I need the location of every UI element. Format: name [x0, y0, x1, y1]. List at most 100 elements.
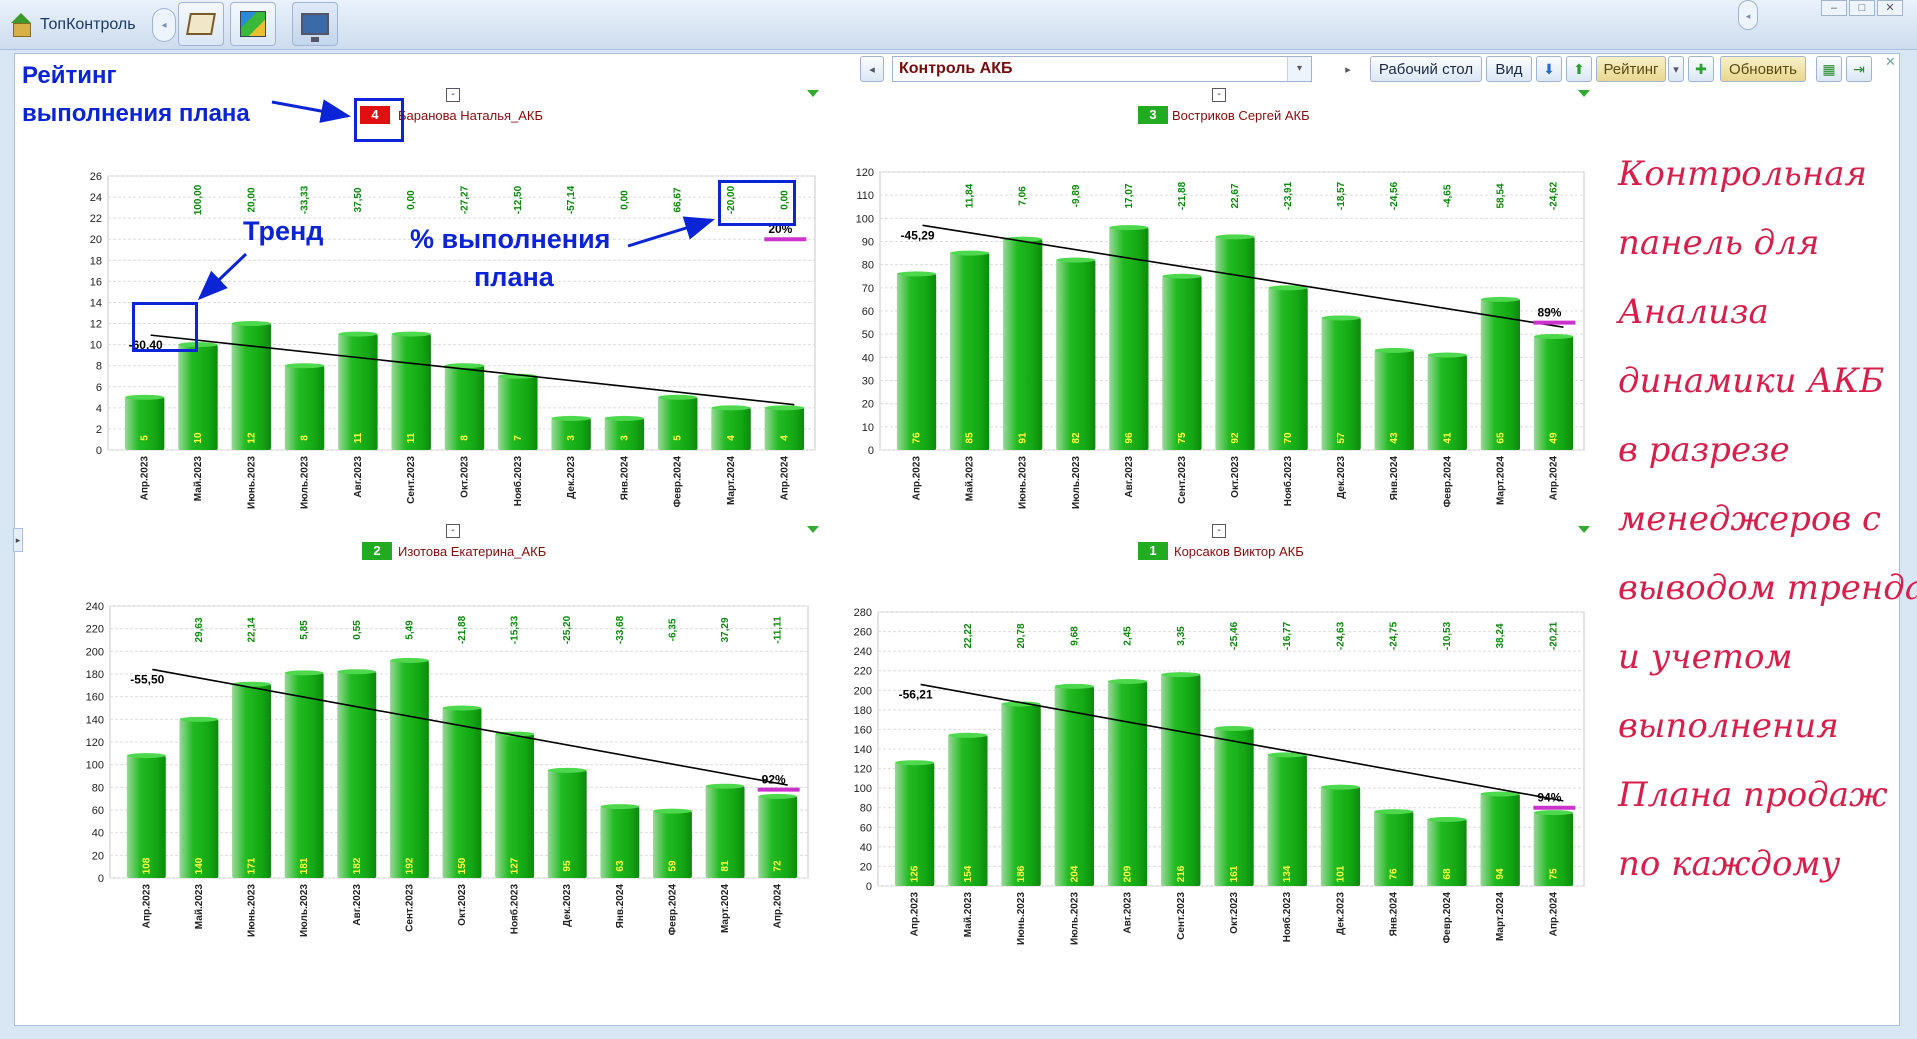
- growth-label: -24,63: [1335, 621, 1346, 650]
- maximize-button[interactable]: □: [1849, 0, 1875, 16]
- data-label: 3: [566, 435, 577, 441]
- y-tick-label: 200: [854, 685, 872, 697]
- app-title[interactable]: ТопКонтроль: [8, 12, 136, 38]
- growth-label: 66,67: [673, 187, 684, 212]
- manager-panel-header: - 3 Востриков Сергей АКБ: [848, 88, 1590, 128]
- panel-close-icon[interactable]: ✕: [1885, 54, 1896, 69]
- collapse-panel-button[interactable]: -: [1212, 88, 1226, 102]
- rating-button[interactable]: Рейтинг: [1596, 56, 1666, 82]
- bar-cap: [658, 394, 698, 400]
- minimize-button[interactable]: ‒: [1821, 0, 1847, 16]
- y-tick-label: 0: [866, 881, 872, 893]
- report-select[interactable]: Контроль АКБ ▾: [892, 56, 1312, 82]
- desktop-button[interactable]: Рабочий стол: [1370, 56, 1482, 82]
- bar-cap: [179, 716, 219, 722]
- report-select-value: Контроль АКБ: [899, 60, 1013, 77]
- bar: [1056, 260, 1096, 450]
- refresh-button[interactable]: Обновить: [1720, 56, 1806, 82]
- collapse-panel-button[interactable]: -: [1212, 524, 1226, 538]
- x-tick-label: Апр.2024: [1548, 892, 1559, 937]
- monitor-app-button[interactable]: [292, 2, 338, 46]
- handwritten-line: Контрольная: [1618, 154, 1867, 194]
- y-tick-label: 60: [92, 805, 104, 817]
- data-label: 5: [673, 435, 684, 441]
- rating-dropdown-icon[interactable]: ▾: [1668, 56, 1684, 82]
- app-title-label: ТопКонтроль: [40, 16, 136, 33]
- chevron-down-icon[interactable]: ▾: [1287, 57, 1311, 81]
- y-tick-label: 70: [862, 283, 874, 295]
- x-tick-label: Февр.2024: [1442, 892, 1453, 944]
- manager-name: Корсаков Виктор АКБ: [1174, 544, 1304, 559]
- bar-cap: [284, 670, 324, 676]
- x-tick-label: Окт.2023: [1229, 892, 1240, 934]
- panel-menu-icon[interactable]: [1578, 90, 1590, 97]
- growth-label: -20,00: [726, 185, 737, 214]
- nav-forward-circle[interactable]: ◂: [1738, 0, 1758, 30]
- data-label: 3: [619, 435, 630, 441]
- trend-line: [150, 334, 795, 406]
- panel-menu-icon[interactable]: [1578, 526, 1590, 533]
- growth-label: -16,77: [1282, 621, 1293, 650]
- manager-panel-header: - 4 Баранова Наталья_АКБ: [80, 88, 820, 128]
- chart-area: 0 20 40 60 80 100 120 140 160 180 200 220 240 108 Апр.…: [80, 564, 820, 946]
- sidebar-expand-handle[interactable]: ▸: [13, 528, 23, 552]
- y-tick-label: 140: [854, 744, 872, 756]
- x-tick-label: Апр.2024: [779, 456, 790, 501]
- x-tick-label: Авг.2023: [352, 884, 363, 926]
- panel-menu-icon[interactable]: [807, 526, 819, 533]
- bar-cap: [711, 405, 751, 411]
- handwritten-line: Анализа: [1618, 292, 1769, 332]
- bar-cap: [391, 331, 431, 337]
- x-tick-label: Май.2023: [193, 456, 204, 502]
- data-label: 95: [562, 860, 573, 872]
- cube-app-button[interactable]: [230, 2, 276, 46]
- x-tick-label: Янв.2024: [619, 456, 630, 501]
- x-tick-label: Апр.2023: [912, 456, 923, 501]
- export-excel-icon[interactable]: [1816, 56, 1842, 82]
- y-tick-label: 50: [862, 329, 874, 341]
- y-tick-label: 0: [96, 445, 102, 457]
- prev-report-button[interactable]: ◂: [860, 56, 884, 82]
- y-tick-label: 80: [92, 782, 104, 794]
- chart-area: 0 2 4 6 8 10 12 14 16 18 20 22 24 26 5 Апр.2023 10 100,00…: [80, 128, 820, 518]
- y-tick-label: 200: [86, 646, 104, 658]
- move-up-icon[interactable]: [1566, 56, 1592, 82]
- collapse-panel-button[interactable]: -: [446, 524, 460, 538]
- growth-label: -24,62: [1548, 181, 1559, 210]
- bar-cap: [1054, 683, 1095, 689]
- move-down-icon[interactable]: [1536, 56, 1562, 82]
- data-label: 76: [1389, 868, 1400, 880]
- y-tick-label: 10: [90, 340, 102, 352]
- bar-cap: [1427, 816, 1467, 822]
- reports-book-button[interactable]: [178, 2, 224, 46]
- view-button[interactable]: Вид: [1486, 56, 1532, 82]
- data-label: 43: [1389, 432, 1400, 444]
- bar-cap: [1374, 347, 1414, 353]
- data-label: 94: [1495, 868, 1506, 880]
- export-icon[interactable]: [1846, 56, 1872, 82]
- add-icon[interactable]: [1688, 56, 1714, 82]
- bar: [758, 796, 798, 878]
- y-tick-label: 6: [96, 382, 102, 394]
- x-tick-label: Июнь.2023: [1018, 456, 1029, 509]
- panel-menu-icon[interactable]: [807, 90, 819, 97]
- bar: [391, 334, 431, 450]
- data-label: 68: [1442, 868, 1453, 880]
- growth-label: 58,54: [1495, 183, 1506, 208]
- y-tick-label: 240: [854, 646, 872, 658]
- collapse-panel-button[interactable]: -: [446, 88, 460, 102]
- bar: [284, 672, 324, 878]
- bar-cap: [758, 793, 798, 799]
- x-tick-label: Июнь.2023: [246, 456, 257, 509]
- chart-area: 0 10 20 30 40 50 60 70 80 90 100 110 120 76 Апр.2023 85…: [848, 128, 1590, 518]
- bar-cap: [1268, 285, 1308, 291]
- close-button[interactable]: ✕: [1877, 0, 1903, 16]
- data-label: 75: [1177, 432, 1188, 444]
- y-tick-label: 2: [96, 424, 102, 436]
- next-report-button[interactable]: ▸: [1345, 63, 1351, 76]
- nav-back-circle[interactable]: ◂: [152, 8, 176, 42]
- data-label: 8: [460, 435, 471, 441]
- y-tick-label: 80: [860, 803, 872, 815]
- annotation-pct-line1: % выполнения: [410, 224, 611, 254]
